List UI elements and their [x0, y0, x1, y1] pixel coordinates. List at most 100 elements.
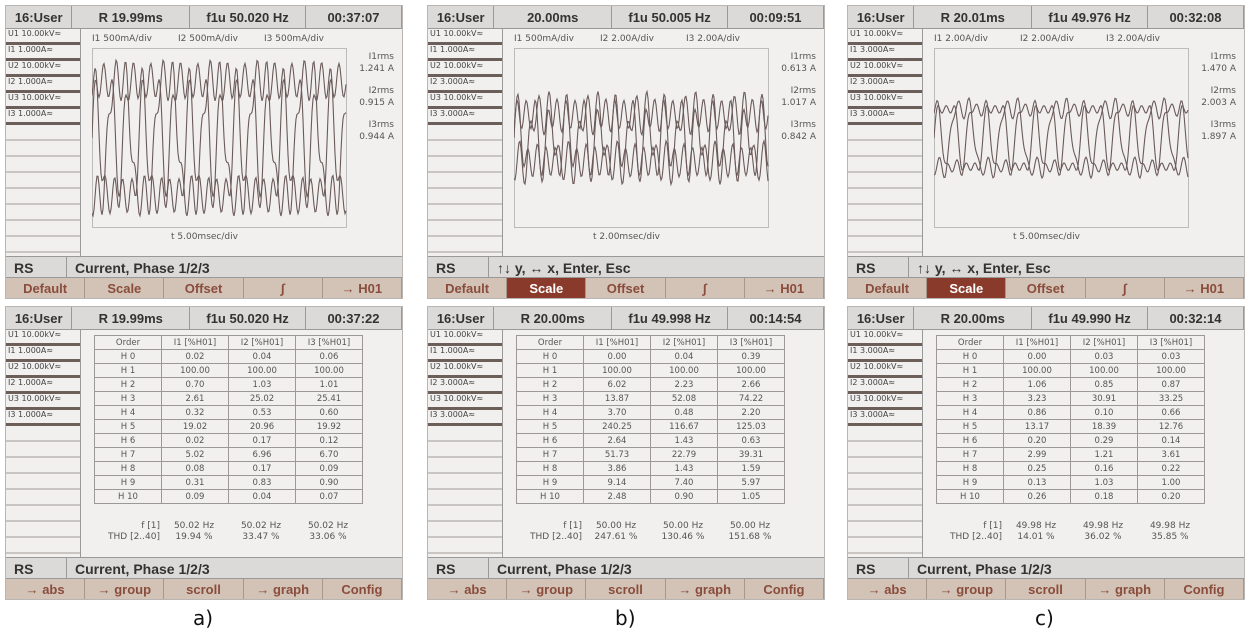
softkey[interactable]: → H01	[323, 278, 402, 298]
channel-label: U1 10.00kV≈	[848, 29, 922, 45]
table-cell: 125.03	[718, 420, 785, 434]
softkey[interactable]: → abs	[6, 579, 85, 599]
table-cell: 1.59	[718, 462, 785, 476]
column-header: I1 [%H01]	[1004, 336, 1071, 350]
channel-label: U3 10.00kV≈	[428, 394, 502, 410]
channel-stripe	[428, 522, 502, 538]
softkey[interactable]: Offset	[1006, 278, 1085, 298]
status-field: RS	[428, 558, 489, 579]
channel-label: U3 10.00kV≈	[6, 394, 80, 410]
channel-list: U1 10.00kV≈I1 1.000A≈U2 10.00kV≈I2 1.000…	[6, 330, 81, 558]
table-cell: 116.67	[651, 420, 718, 434]
softkey[interactable]: ∫	[666, 278, 745, 298]
softkey[interactable]: → abs	[848, 579, 927, 599]
softkey[interactable]: → graph	[1086, 579, 1165, 599]
rms-value: 2.003 A	[1201, 98, 1236, 108]
table-row: H 80.250.160.22	[937, 462, 1205, 476]
table-cell: 0.53	[229, 406, 296, 420]
table-cell: 0.09	[162, 490, 229, 504]
table-cell: H 8	[937, 462, 1004, 476]
softkey[interactable]: Scale	[507, 278, 586, 298]
status-bar: RSCurrent, Phase 1/2/3	[428, 557, 824, 579]
channel-stripe	[428, 458, 502, 474]
table-cell: H 0	[937, 350, 1004, 364]
scale-label: I2 2.00A/div	[1020, 34, 1074, 44]
table-cell: H 2	[95, 378, 162, 392]
softkey[interactable]: → H01	[745, 278, 824, 298]
softkey[interactable]: Scale	[927, 278, 1006, 298]
channel-stripe	[6, 458, 80, 474]
table-cell: 25.02	[229, 392, 296, 406]
softkey[interactable]: ∫	[1086, 278, 1165, 298]
footer-cell: f [1]	[516, 521, 582, 531]
table-row: H 100.090.040.07	[95, 490, 363, 504]
table-cell: H 0	[517, 350, 584, 364]
table-cell: 6.96	[229, 448, 296, 462]
table-cell: H 1	[937, 364, 1004, 378]
header-field: R 20.00ms	[914, 307, 1032, 329]
header-bar: 16:UserR 20.01msf1u 49.976 Hz00:32:08	[848, 6, 1244, 29]
softkey[interactable]: → group	[927, 579, 1006, 599]
softkey[interactable]: Scale	[85, 278, 164, 298]
channel-label: I3 3.000A≈	[848, 410, 922, 426]
table-cell: 6.70	[296, 448, 363, 462]
header-field: 20.00ms	[494, 6, 612, 28]
table-cell: 0.20	[1138, 490, 1205, 504]
footer-cell: 50.00 Hz	[650, 521, 716, 531]
table-cell: 0.16	[1071, 462, 1138, 476]
header-field: f1u 49.976 Hz	[1032, 6, 1148, 28]
softkey[interactable]: → abs	[428, 579, 507, 599]
table-cell: 1.43	[651, 462, 718, 476]
table-cell: 0.09	[296, 462, 363, 476]
channel-stripe	[6, 141, 80, 157]
table-cell: 1.21	[1071, 448, 1138, 462]
softkey[interactable]: → group	[85, 579, 164, 599]
table-cell: 1.06	[1004, 378, 1071, 392]
table-cell: 74.22	[718, 392, 785, 406]
table-row: H 20.701.031.01	[95, 378, 363, 392]
softkey[interactable]: Config	[745, 579, 824, 599]
table-cell: 2.20	[718, 406, 785, 420]
footer-cell: 50.02 Hz	[295, 521, 361, 531]
channel-stripe	[6, 522, 80, 538]
channel-label: U3 10.00kV≈	[848, 93, 922, 109]
softkey[interactable]: ∫	[244, 278, 323, 298]
softkey[interactable]: Default	[848, 278, 927, 298]
softkey[interactable]: scroll	[1006, 579, 1085, 599]
status-field: RS	[6, 257, 67, 278]
table-cell: 0.26	[1004, 490, 1071, 504]
softkey[interactable]: Default	[428, 278, 507, 298]
table-cell: 100.00	[1071, 364, 1138, 378]
channel-list: U1 10.00kV≈I1 1.000A≈U2 10.00kV≈I2 3.000…	[428, 29, 503, 257]
softkey[interactable]: Offset	[586, 278, 665, 298]
softkey[interactable]: → group	[507, 579, 586, 599]
table-cell: H 5	[95, 420, 162, 434]
softkey[interactable]: Config	[323, 579, 402, 599]
softkey[interactable]: Offset	[164, 278, 243, 298]
page: 16:UserR 19.99msf1u 50.020 Hz00:37:07U1 …	[0, 0, 1251, 640]
channel-stripe	[428, 141, 502, 157]
table-cell: 100.00	[1138, 364, 1205, 378]
softkey[interactable]: Config	[1165, 579, 1244, 599]
table-cell: 0.90	[296, 476, 363, 490]
channel-stripe	[848, 237, 922, 253]
table-row: H 83.861.431.59	[517, 462, 785, 476]
channel-label: I3 3.000A≈	[428, 410, 502, 426]
softkey[interactable]: → graph	[666, 579, 745, 599]
softkey[interactable]: Default	[6, 278, 85, 298]
table-row: H 00.000.040.39	[517, 350, 785, 364]
table-cell: 0.39	[718, 350, 785, 364]
softkey[interactable]: scroll	[586, 579, 665, 599]
table-cell: 3.23	[1004, 392, 1071, 406]
channel-label: U2 10.00kV≈	[428, 61, 502, 77]
table-row: H 100.260.180.20	[937, 490, 1205, 504]
rms-value: 1.897 A	[1201, 132, 1236, 142]
softkey[interactable]: → H01	[1165, 278, 1244, 298]
softkey[interactable]: → graph	[244, 579, 323, 599]
table-cell: 1.43	[651, 434, 718, 448]
column-header: I3 [%H01]	[296, 336, 363, 350]
softkey[interactable]: scroll	[164, 579, 243, 599]
channel-list: U1 10.00kV≈I1 3.000A≈U2 10.00kV≈I2 3.000…	[848, 330, 923, 558]
